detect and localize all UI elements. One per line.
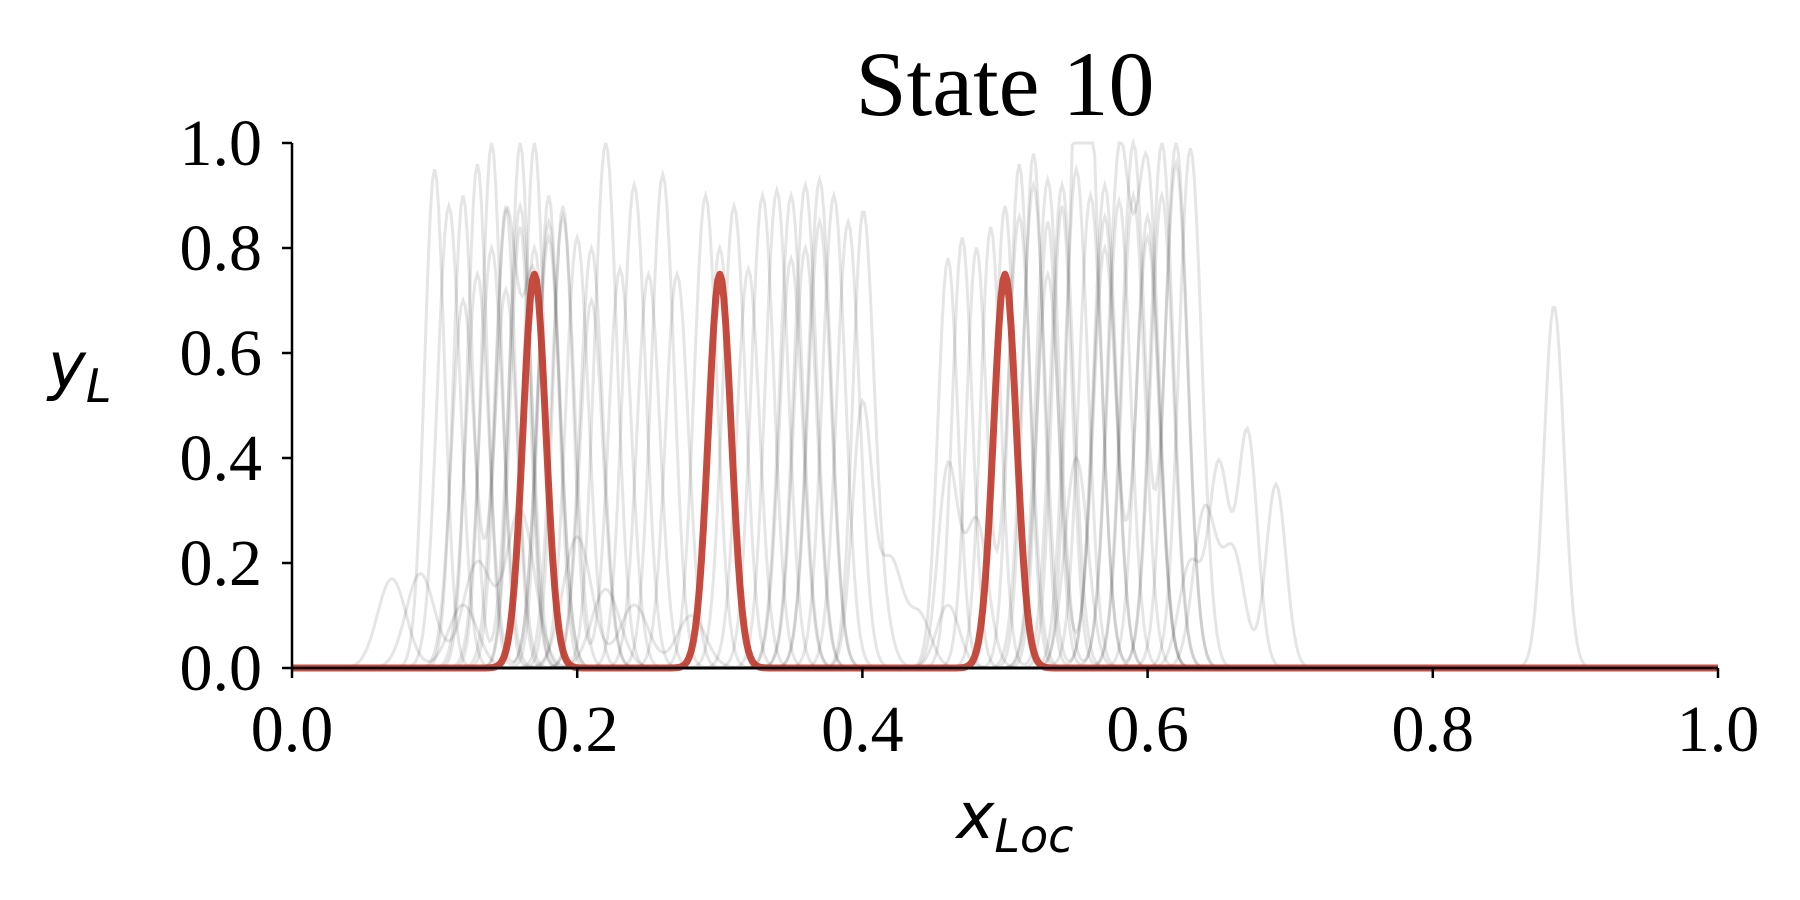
y-tick-label: 0.8 [180, 212, 263, 285]
y-tick-label: 0.4 [180, 422, 263, 495]
background-curve [292, 141, 1718, 670]
y-tick-label: 0.2 [180, 527, 263, 600]
axes [290, 143, 1718, 670]
background-curve [292, 142, 1718, 670]
y-axis-label-main: y [46, 330, 87, 404]
y-axis-label-subscript: L [86, 359, 112, 413]
x-tick-label: 0.0 [251, 693, 334, 766]
background-curve [292, 147, 1718, 670]
y-ticks: 0.0 0.2 0.4 0.6 0.8 1.0 [180, 107, 292, 705]
x-axis-label-subscript: Loc [994, 809, 1073, 863]
background-curve [292, 168, 1718, 670]
background-curve [292, 142, 1718, 670]
background-curve [292, 141, 1718, 670]
background-curve [292, 142, 1718, 670]
background-curve [292, 137, 1718, 670]
y-axis-label: yL [46, 330, 112, 413]
x-tick-label: 0.2 [536, 693, 619, 766]
y-tick-label: 1.0 [180, 107, 263, 180]
background-curve [292, 163, 1718, 670]
y-tick-label: 0.6 [180, 317, 263, 390]
x-ticks: 0.0 0.2 0.4 0.6 0.8 1.0 [251, 668, 1760, 766]
chart-title: State 10 [856, 33, 1155, 135]
x-tick-label: 1.0 [1677, 693, 1760, 766]
x-axis-label-main: x [955, 780, 996, 854]
x-tick-label: 0.6 [1106, 693, 1189, 766]
x-tick-label: 0.4 [821, 693, 904, 766]
background-curve [292, 142, 1718, 670]
y-tick-label: 0.0 [180, 632, 263, 705]
background-curves [292, 137, 1718, 670]
x-axis-label: xLoc [955, 780, 1074, 863]
background-curve [292, 142, 1718, 670]
x-tick-label: 0.8 [1392, 693, 1475, 766]
